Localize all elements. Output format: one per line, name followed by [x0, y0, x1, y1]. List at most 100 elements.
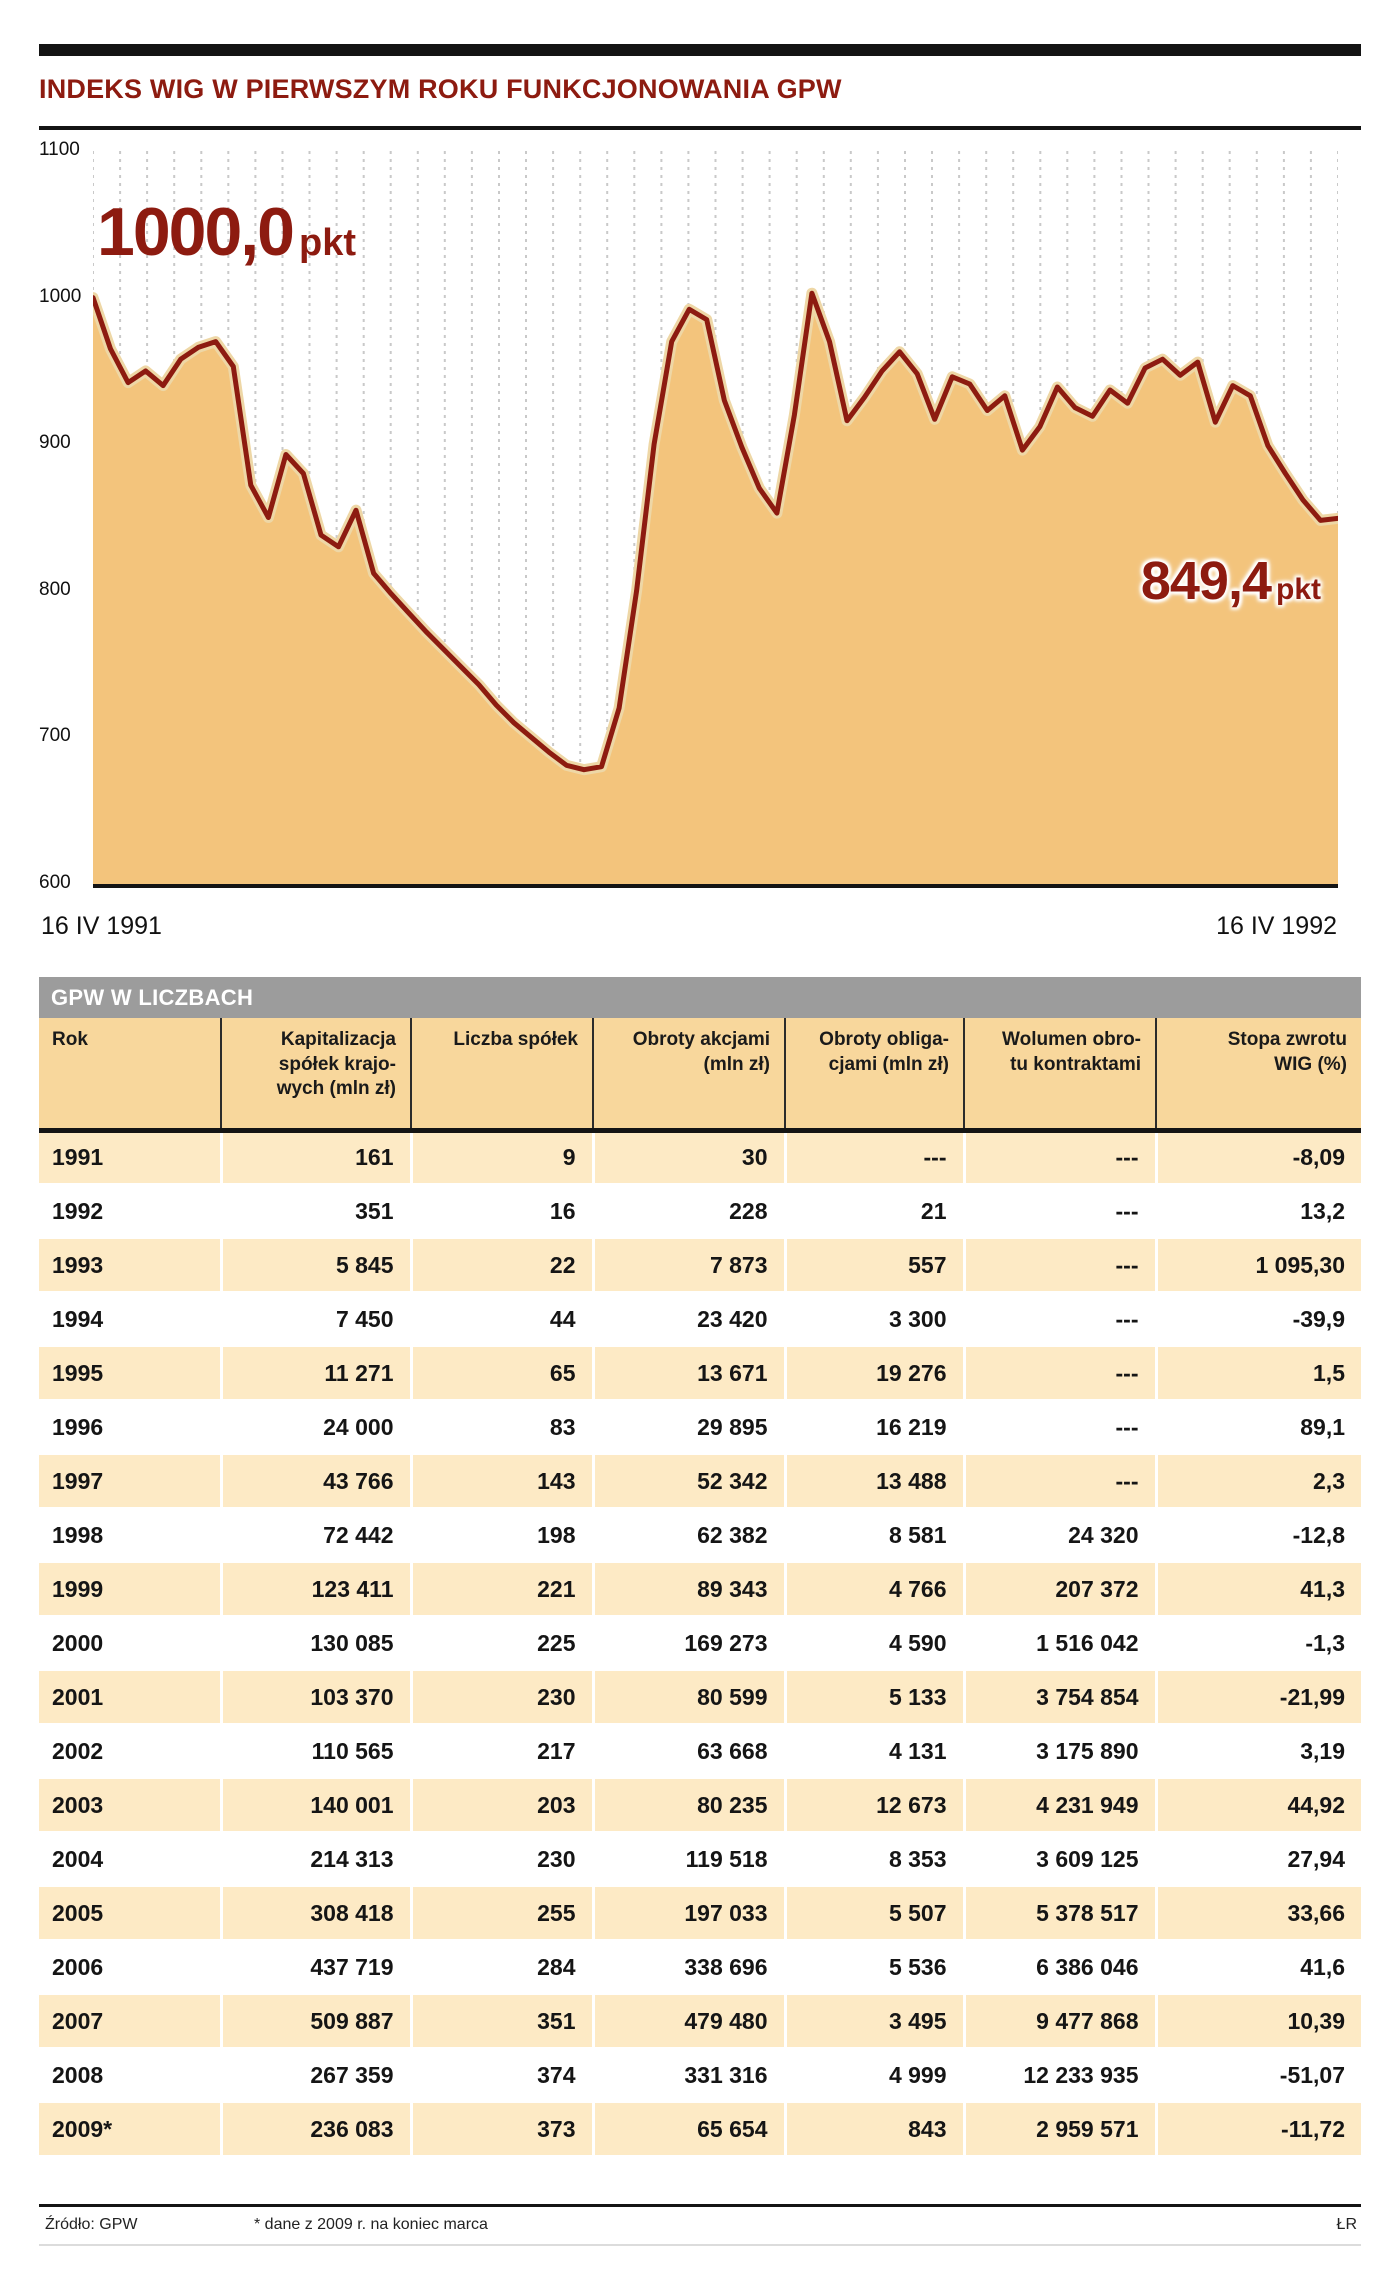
start-unit: pkt	[298, 222, 356, 264]
table-row: 2001 103 370 230 80 599 5 133 3 754 854 -21,99	[39, 1670, 1361, 1725]
value-cell: 52 342	[593, 1454, 787, 1509]
value-cell: 3 300	[785, 1292, 966, 1347]
footer: Źródło: GPW * dane z 2009 r. na koniec m…	[39, 2204, 1361, 2242]
value-cell: 230	[411, 1670, 595, 1725]
value-cell: -12,8	[1156, 1508, 1361, 1563]
table-row: 1997 43 766 143 52 342 13 488 --- 2,3	[39, 1454, 1361, 1509]
value-cell: ---	[964, 1238, 1158, 1293]
table-row: 2006 437 719 284 338 696 5 536 6 386 046 41,6	[39, 1940, 1361, 1995]
value-cell: 5 845	[221, 1238, 413, 1293]
value-cell: -39,9	[1156, 1292, 1361, 1347]
year-cell: 1992	[39, 1184, 223, 1239]
value-cell: ---	[964, 1346, 1158, 1401]
value-cell: ---	[785, 1130, 966, 1185]
value-cell: 7 873	[593, 1238, 787, 1293]
top-rule	[39, 44, 1361, 56]
value-cell: 169 273	[593, 1616, 787, 1671]
value-cell: 479 480	[593, 1994, 787, 2049]
value-cell: -51,07	[1156, 2048, 1361, 2103]
x-axis-line	[93, 884, 1338, 888]
value-cell: 4 766	[785, 1562, 966, 1617]
value-cell: 6 386 046	[964, 1940, 1158, 1995]
column-header: Kapitalizacja spółek krajo- wych (mln zł…	[221, 1018, 412, 1133]
value-cell: 5 507	[785, 1886, 966, 1941]
value-cell: 27,94	[1156, 1832, 1361, 1887]
table-row: 1998 72 442 198 62 382 8 581 24 320 -12,8	[39, 1508, 1361, 1563]
value-cell: 13 671	[593, 1346, 787, 1401]
value-cell: 2,3	[1156, 1454, 1361, 1509]
value-cell: 8 581	[785, 1508, 966, 1563]
year-cell: 2002	[39, 1724, 223, 1779]
value-cell: 1 095,30	[1156, 1238, 1361, 1293]
value-cell: 7 450	[221, 1292, 413, 1347]
end-value-label: 849,4 pkt	[1141, 554, 1321, 608]
value-cell: 41,3	[1156, 1562, 1361, 1617]
x-axis-start-label: 16 IV 1991	[41, 912, 162, 940]
value-cell: 255	[411, 1886, 595, 1941]
value-cell: 3 754 854	[964, 1670, 1158, 1725]
table-row: 1993 5 845 22 7 873 557 --- 1 095,30	[39, 1238, 1361, 1293]
year-cell: 2004	[39, 1832, 223, 1887]
year-cell: 2008	[39, 2048, 223, 2103]
value-cell: 3,19	[1156, 1724, 1361, 1779]
table-row: 2000 130 085 225 169 273 4 590 1 516 042 -1,3	[39, 1616, 1361, 1671]
value-cell: 230	[411, 1832, 595, 1887]
value-cell: -8,09	[1156, 1130, 1361, 1185]
year-cell: 1996	[39, 1400, 223, 1455]
value-cell: 12 673	[785, 1778, 966, 1833]
table-row: 2004 214 313 230 119 518 8 353 3 609 125 27,94	[39, 1832, 1361, 1887]
value-cell: 338 696	[593, 1940, 787, 1995]
value-cell: 4 131	[785, 1724, 966, 1779]
value-cell: 65	[411, 1346, 595, 1401]
year-cell: 2001	[39, 1670, 223, 1725]
y-tick-label: 1100	[39, 139, 80, 160]
table-row: 1994 7 450 44 23 420 3 300 --- -39,9	[39, 1292, 1361, 1347]
year-cell: 2003	[39, 1778, 223, 1833]
value-cell: 43 766	[221, 1454, 413, 1509]
value-cell: 214 313	[221, 1832, 413, 1887]
value-cell: 203	[411, 1778, 595, 1833]
value-cell: 5 536	[785, 1940, 966, 1995]
value-cell: 24 000	[221, 1400, 413, 1455]
value-cell: 143	[411, 1454, 595, 1509]
year-cell: 2000	[39, 1616, 223, 1671]
value-cell: 197 033	[593, 1886, 787, 1941]
end-value: 849,4	[1140, 551, 1272, 611]
value-cell: 21	[785, 1184, 966, 1239]
end-unit: pkt	[1276, 573, 1321, 606]
table-row: 1996 24 000 83 29 895 16 219 --- 89,1	[39, 1400, 1361, 1455]
year-cell: 2006	[39, 1940, 223, 1995]
value-cell: 308 418	[221, 1886, 413, 1941]
table-body: 1991 161 9 30 --- --- -8,09 1992 351 16 228 21 --- 13…	[39, 1130, 1361, 2157]
value-cell: 207 372	[964, 1562, 1158, 1617]
value-cell: 1 516 042	[964, 1616, 1158, 1671]
value-cell: 198	[411, 1508, 595, 1563]
table-row: 1999 123 411 221 89 343 4 766 207 372 41,3	[39, 1562, 1361, 1617]
table-row: 1991 161 9 30 --- --- -8,09	[39, 1130, 1361, 1185]
start-value-label: 1000,0 pkt	[97, 198, 356, 266]
y-tick-label: 1000	[39, 285, 82, 307]
value-cell: ---	[964, 1184, 1158, 1239]
column-header: Wolumen obro- tu kontraktami	[964, 1018, 1157, 1133]
value-cell: 3 609 125	[964, 1832, 1158, 1887]
value-cell: 5 378 517	[964, 1886, 1158, 1941]
value-cell: 22	[411, 1238, 595, 1293]
value-cell: ---	[964, 1400, 1158, 1455]
value-cell: 1,5	[1156, 1346, 1361, 1401]
y-tick-label: 900	[39, 432, 71, 454]
title-rule	[39, 126, 1361, 130]
value-cell: 373	[411, 2102, 595, 2157]
column-header: Obroty obliga- cjami (mln zł)	[785, 1018, 965, 1133]
value-cell: 3 175 890	[964, 1724, 1158, 1779]
table-row: 2003 140 001 203 80 235 12 673 4 231 949 44,92	[39, 1778, 1361, 1833]
table-row: 1995 11 271 65 13 671 19 276 --- 1,5	[39, 1346, 1361, 1401]
footnote: * dane z 2009 r. na koniec marca	[254, 2216, 488, 2233]
x-axis-end-label: 16 IV 1992	[1216, 912, 1337, 940]
value-cell: 16	[411, 1184, 595, 1239]
value-cell: 4 590	[785, 1616, 966, 1671]
section-title: GPW W LICZBACH	[39, 977, 1361, 1018]
year-cell: 1999	[39, 1562, 223, 1617]
value-cell: 41,6	[1156, 1940, 1361, 1995]
year-cell: 2005	[39, 1886, 223, 1941]
value-cell: 12 233 935	[964, 2048, 1158, 2103]
